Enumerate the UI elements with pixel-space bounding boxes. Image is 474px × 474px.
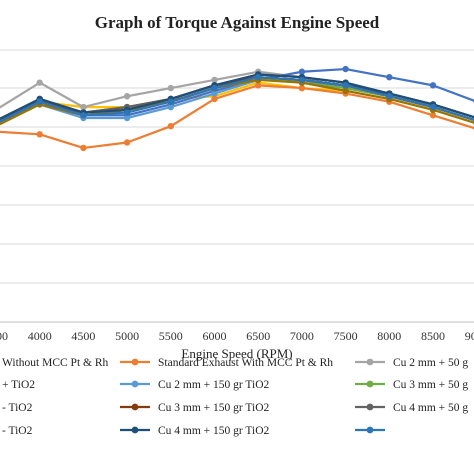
legend-entry: Cu 4 mm + 150 gr TiO2 — [120, 425, 270, 437]
data-point — [429, 112, 437, 119]
series-line — [0, 84, 474, 150]
data-point — [211, 90, 218, 97]
legend-swatch-marker — [131, 403, 139, 411]
legend-entry: Cu 2 mm + 50 g — [355, 357, 468, 369]
legend-label: Cu 2 mm + 150 gr TiO2 — [158, 379, 270, 391]
legend-label: Standard Exhaust With MCC Pt & Rh — [158, 357, 333, 369]
series-lines — [0, 65, 474, 152]
x-tick-label: 8000 — [377, 329, 401, 343]
data-point — [211, 95, 218, 103]
data-point — [123, 114, 131, 122]
series-cu-4-mm-200-gr-tio2 — [0, 74, 474, 123]
series-line — [0, 81, 474, 126]
chart-title: Graph of Torque Against Engine Speed — [95, 13, 380, 32]
legend-swatch-marker — [131, 380, 139, 388]
data-point — [211, 84, 218, 92]
x-tick-label: 9000 — [465, 329, 474, 343]
data-point — [342, 82, 349, 89]
x-tick-label: 7000 — [290, 329, 314, 343]
x-tick-label: 5500 — [159, 329, 183, 343]
data-point — [255, 74, 262, 81]
data-point — [80, 103, 87, 111]
data-point — [123, 109, 131, 116]
legend-entry: Cu 4 mm + 50 g — [355, 402, 468, 414]
data-point — [429, 82, 437, 89]
x-tick-label: 4000 — [28, 329, 52, 343]
x-axis-label: Engine Speed (RPM) — [181, 346, 292, 361]
legend: Without MCC Pt & Rh Standard Exhaust With… — [2, 357, 468, 437]
data-point — [298, 68, 306, 75]
legend-swatch-marker — [366, 358, 374, 366]
data-point — [342, 65, 349, 73]
legend-entry: Without MCC Pt & Rh — [2, 357, 109, 369]
legend-swatch-marker — [131, 426, 139, 434]
x-tick-label: 6000 — [203, 329, 227, 343]
gridlines — [0, 49, 474, 284]
legend-entry: Standard Exhaust With MCC Pt & Rh — [120, 357, 333, 369]
x-tick-label: 7500 — [334, 329, 358, 343]
legend-label: - TiO2 — [2, 425, 33, 437]
data-point — [342, 87, 349, 95]
data-point — [429, 103, 437, 111]
data-point — [211, 76, 218, 84]
data-point — [167, 103, 174, 111]
data-point — [36, 131, 43, 138]
legend-label: Cu 4 mm + 50 g — [393, 402, 468, 414]
series-line — [0, 76, 474, 123]
legend-entry: + TiO2 — [2, 379, 35, 391]
data-point — [298, 84, 306, 92]
series-line — [0, 73, 474, 120]
series-cu-4-mm-100-gr-tio2 — [0, 76, 474, 126]
data-point — [386, 74, 393, 81]
legend-entry — [355, 426, 385, 434]
data-point — [167, 122, 174, 130]
x-tick-label: 5000 — [115, 329, 139, 343]
data-point — [255, 82, 262, 89]
legend-swatch-marker — [366, 426, 374, 434]
data-point — [123, 93, 131, 100]
data-point — [36, 98, 43, 105]
data-point — [298, 76, 306, 84]
x-tick-label: 8500 — [421, 329, 445, 343]
legend-entry: Cu 3 mm + 150 gr TiO2 — [120, 402, 270, 414]
x-tick-label: 4500 — [71, 329, 95, 343]
legend-entry: - TiO2 — [2, 402, 33, 414]
legend-label: Cu 4 mm + 150 gr TiO2 — [158, 425, 270, 437]
data-point — [167, 84, 174, 92]
legend-entry: Cu 2 mm + 150 gr TiO2 — [120, 379, 270, 391]
legend-label: + TiO2 — [2, 379, 35, 391]
legend-swatch-marker — [366, 403, 374, 411]
data-point — [167, 98, 174, 105]
data-point — [123, 139, 131, 146]
legend-label: Cu 3 mm + 150 gr TiO2 — [158, 402, 270, 414]
x-tick-label: 6500 — [246, 329, 270, 343]
legend-label: - TiO2 — [2, 402, 33, 414]
data-point — [80, 112, 87, 119]
data-point — [80, 144, 87, 152]
data-point — [36, 79, 43, 86]
x-axis: 3500 4000 4500 5000 5500 6000 6500 7000 7500 8000… — [0, 321, 474, 343]
legend-swatch-marker — [131, 358, 139, 366]
legend-entry: Cu 3 mm + 50 g — [355, 379, 468, 391]
legend-label: Without MCC Pt & Rh — [2, 357, 109, 369]
legend-label: Cu 3 mm + 50 g — [393, 379, 468, 391]
legend-label: Cu 2 mm + 50 g — [393, 357, 468, 369]
data-point — [386, 93, 393, 100]
legend-swatch-marker — [366, 380, 374, 388]
series-standard-exhaust-with-mcc-pt-rh — [0, 82, 474, 152]
legend-entry: - TiO2 — [2, 425, 33, 437]
x-tick-label: 3500 — [0, 329, 8, 343]
